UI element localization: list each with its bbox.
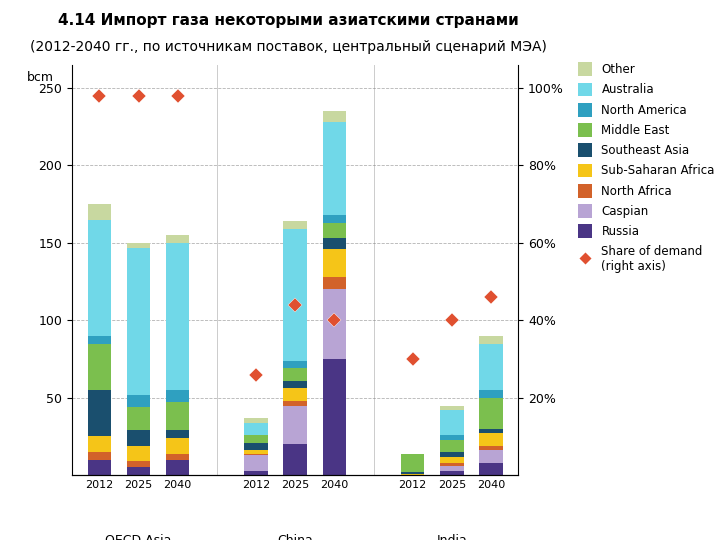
Bar [166,438,189,454]
Bar [480,450,503,463]
Bar [480,398,503,429]
Bar [244,418,268,422]
Bar [401,472,424,474]
Bar [166,243,189,390]
Bar [480,463,503,475]
Bar [166,402,189,430]
Bar [88,436,111,452]
Bar [166,430,189,438]
Bar [244,435,268,443]
Bar [480,446,503,450]
Bar [244,450,268,454]
Bar [88,336,111,343]
Text: India: India [436,534,467,540]
Bar [323,215,346,223]
Bar [401,454,424,472]
Text: China: China [277,534,313,540]
Bar [244,455,268,470]
Bar [323,359,346,475]
Bar [166,460,189,475]
Bar [127,430,150,446]
Bar [284,229,307,361]
Bar [127,247,150,395]
Bar [440,410,464,435]
Bar [323,277,346,289]
Bar [284,388,307,401]
Bar [127,395,150,407]
Text: 4.14 Импорт газа некоторыми азиатскими странами: 4.14 Импорт газа некоторыми азиатскими с… [58,14,518,29]
Bar [480,429,503,434]
Legend: Other, Australia, North America, Middle East, Southeast Asia, Sub-Saharan Africa: Other, Australia, North America, Middle … [578,63,715,273]
Bar [284,444,307,475]
Y-axis label: bcm: bcm [27,71,54,84]
Bar [244,422,268,435]
Bar [284,221,307,229]
Bar [166,454,189,460]
Bar [480,343,503,390]
Bar [323,249,346,277]
Bar [88,220,111,336]
Bar [440,466,464,470]
Bar [88,452,111,460]
Bar [480,336,503,343]
Bar [401,474,424,475]
Bar [127,446,150,461]
Bar [284,401,307,406]
Bar [284,361,307,368]
Bar [480,434,503,446]
Bar [440,435,464,440]
Bar [244,470,268,475]
Bar [244,443,268,450]
Bar [440,452,464,457]
Bar [166,390,189,402]
Bar [323,111,346,122]
Bar [127,407,150,430]
Bar [284,381,307,388]
Bar [244,454,268,455]
Text: (2012-2040 гг., по источникам поставок, центральный сценарий МЭА): (2012-2040 гг., по источникам поставок, … [30,40,546,55]
Bar [88,460,111,475]
Bar [166,235,189,243]
Bar [127,461,150,468]
Bar [88,343,111,390]
Bar [323,122,346,215]
Bar [323,238,346,249]
Bar [440,406,464,410]
Bar [323,223,346,238]
Bar [127,468,150,475]
Text: OECD Asia: OECD Asia [105,534,172,540]
Bar [440,470,464,475]
Bar [88,390,111,436]
Bar [440,457,464,463]
Bar [284,406,307,444]
Bar [480,390,503,398]
Bar [440,463,464,466]
Bar [127,243,150,247]
Bar [440,440,464,452]
Bar [88,204,111,220]
Bar [284,368,307,381]
Bar [323,289,346,359]
